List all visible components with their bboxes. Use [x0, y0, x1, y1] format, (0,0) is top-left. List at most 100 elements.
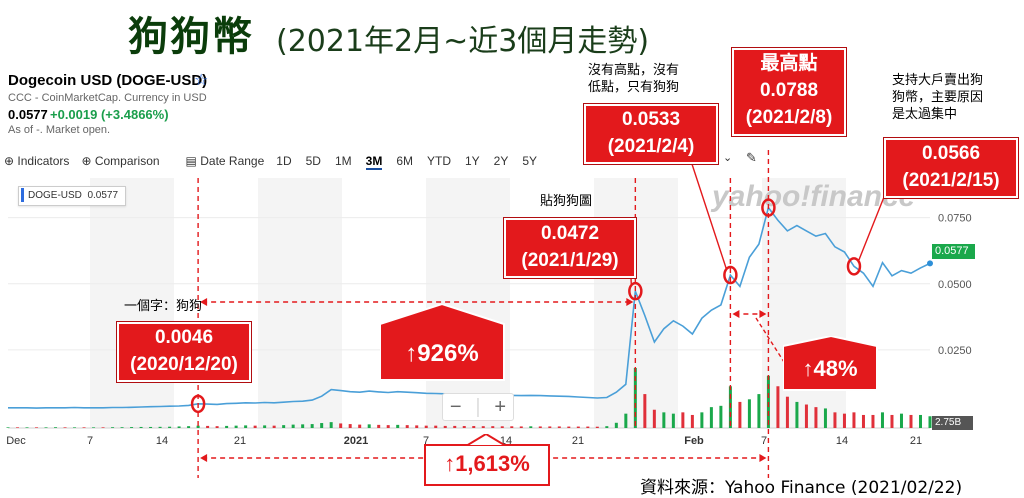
volume-bar: [481, 426, 485, 428]
comparison-button[interactable]: ⊕ Comparison: [81, 154, 159, 168]
volume-bar: [595, 426, 599, 428]
range-button-1m[interactable]: 1M: [334, 154, 352, 168]
note-no-high: 沒有高點，沒有 低點，只有狗狗: [588, 62, 679, 96]
volume-bar: [139, 426, 143, 428]
volume-bar: [833, 412, 837, 428]
range-button-5y[interactable]: 5Y: [522, 154, 538, 168]
volume-bar: [823, 408, 827, 428]
indicators-button[interactable]: ⊕ Indicators: [4, 154, 69, 168]
connector-0204: [689, 157, 728, 270]
volume-bar: [472, 426, 476, 428]
volume-bar: [73, 427, 77, 428]
connector-0215: [857, 191, 887, 263]
range-button-5d[interactable]: 5D: [305, 154, 321, 168]
volume-bar: [453, 425, 457, 428]
note-line: 狗幣，主要原因: [892, 90, 984, 105]
volume-bar: [16, 427, 20, 428]
x-tick-label: 7: [87, 435, 93, 447]
annotation-date: (2021/2/8): [745, 107, 833, 128]
volume-bar: [814, 407, 818, 428]
minus-icon[interactable]: −: [449, 395, 462, 418]
note-line: 是太過集中: [892, 107, 958, 122]
plus-circle-icon: ⊕: [4, 154, 15, 168]
pencil-icon[interactable]: ✎: [746, 150, 757, 165]
volume-bar: [358, 424, 362, 428]
volume-bar: [101, 427, 105, 428]
connector-48: [755, 317, 785, 363]
page-subtitle: (2021年2月~近3個月走勢): [276, 24, 650, 59]
star-icon[interactable]: ☆: [194, 72, 209, 89]
volume-bar: [776, 386, 780, 428]
x-tick-label: Feb: [684, 435, 704, 447]
note-tie-gou-gou-tu: 貼狗狗圖: [540, 194, 593, 209]
x-tick-labels: Dec 7 14 21 2021 7 14 21 Feb 7 14 21: [6, 435, 922, 447]
volume-bar: [63, 427, 67, 428]
arrowhead: [732, 310, 740, 318]
volume-bar: [187, 426, 191, 428]
volume-bar: [519, 426, 523, 428]
symbol-box: DOGE-USD 0.0577: [18, 186, 126, 206]
range-button-2y[interactable]: 2Y: [493, 154, 509, 168]
annotation-label: 最高點: [760, 53, 818, 74]
volume-bar: [605, 426, 609, 428]
volume-bar: [909, 414, 913, 428]
volume-bar: [301, 424, 305, 428]
range-button-6m[interactable]: 6M: [396, 154, 413, 168]
week-band: [90, 178, 174, 428]
volume-bar: [177, 426, 181, 428]
volume-bar: [785, 396, 789, 428]
note-line: 沒有高點，沒有: [588, 63, 680, 78]
annotation-value: 0.0046: [154, 327, 214, 348]
volume-bar: [396, 424, 400, 428]
volume-bar: [111, 427, 115, 428]
volume-bar: [44, 427, 48, 428]
range-button-ytd[interactable]: YTD: [426, 154, 451, 168]
zoom-control: − | +: [442, 393, 514, 421]
volume-bar: [329, 422, 333, 428]
watermark: yahoo!finance: [710, 180, 915, 213]
range-button-1y[interactable]: 1Y: [464, 154, 480, 168]
range-button-3m[interactable]: 3M: [365, 154, 383, 170]
volume-bar: [35, 427, 39, 428]
x-tick-label: 2021: [344, 435, 368, 447]
volume-bar: [339, 423, 343, 428]
arrowhead: [759, 454, 767, 462]
volume-bar: [586, 426, 590, 428]
note-line: 支持大戶賣出狗: [892, 73, 984, 88]
volume-bar: [842, 413, 846, 428]
volume-bar: [25, 427, 29, 428]
volume-bar: [738, 401, 742, 428]
change-48-label: ↑48%: [802, 356, 857, 381]
volume-bar: [491, 426, 495, 428]
volume-bar: [348, 424, 352, 428]
symbol-value: 0.0577: [87, 190, 119, 201]
volume-bar: [766, 375, 770, 428]
volume-bar: [557, 426, 561, 428]
plus-icon[interactable]: +: [494, 395, 507, 418]
volume-bar: [880, 412, 884, 428]
note-big-holders: 支持大戶賣出狗 狗幣，主要原因 是太過集中: [892, 72, 983, 123]
volume-bar: [6, 427, 10, 428]
y-tick-label: 0.0250: [938, 345, 972, 357]
volume-bar: [709, 407, 713, 428]
volume-bar: [158, 426, 162, 428]
range-button-1d[interactable]: 1D: [276, 154, 292, 168]
volume-bar: [681, 412, 685, 428]
x-tick-label: 21: [910, 435, 922, 447]
quote-price: 0.0577: [8, 107, 48, 122]
volume-bar: [149, 426, 153, 428]
volume-bar: [719, 405, 723, 428]
change-926-label: ↑926%: [405, 340, 478, 367]
quote-name: Dogecoin USD (DOGE-USD): [8, 72, 208, 89]
volume-bar: [54, 427, 58, 428]
arrowhead: [200, 298, 208, 306]
volume-bar: [234, 425, 238, 428]
y-tick-label: 0.0500: [938, 279, 972, 291]
x-tick-label: 7: [423, 435, 429, 447]
annotation-value: 0.0472: [540, 223, 600, 244]
comparison-label: Comparison: [94, 154, 160, 168]
volume-bar: [206, 425, 210, 428]
annotation-marker: [846, 257, 862, 276]
chevron-down-icon[interactable]: ⌄: [723, 152, 733, 164]
date-range-button[interactable]: ▤ Date Range: [186, 154, 265, 168]
